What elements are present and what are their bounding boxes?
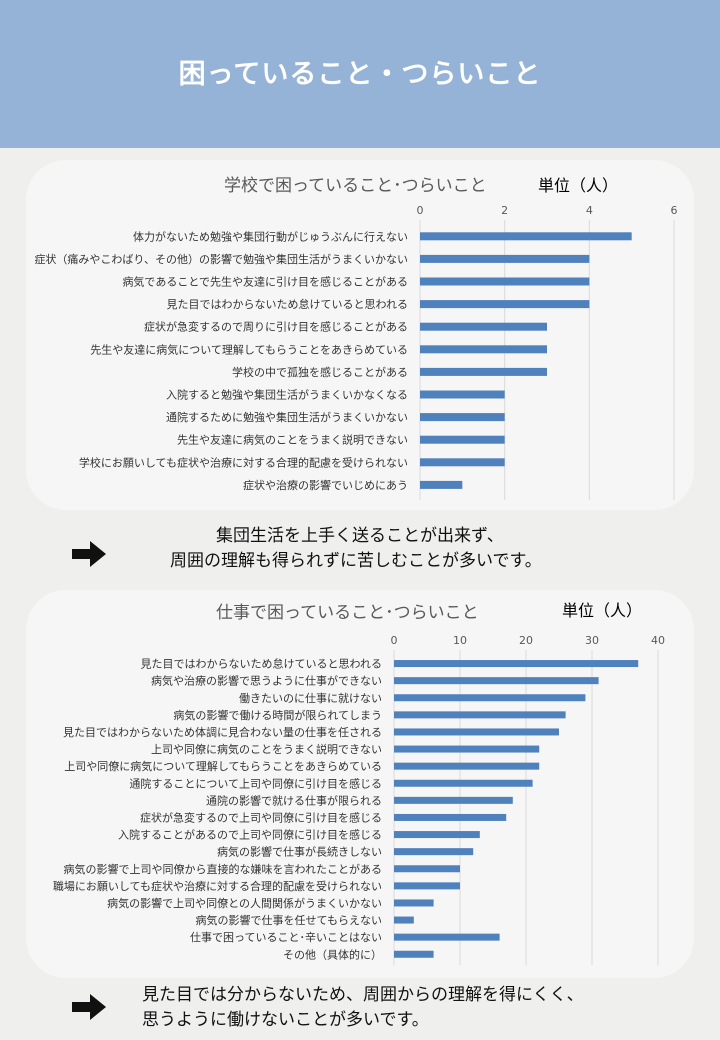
work-summary-line-2: 思うように働けないことが多いです。 <box>142 1010 429 1030</box>
bar <box>420 345 547 354</box>
bar <box>420 300 590 309</box>
bar <box>420 277 590 286</box>
bar <box>394 899 434 907</box>
school-summary: 集団生活を上手く送ることが出来ず、 周囲の理解も得られずに苦しむことが多いです。 <box>170 524 542 574</box>
bar <box>394 916 414 924</box>
category-label: 症状が急変するので周りに引け目を感じることがある <box>144 320 408 334</box>
bar <box>420 458 505 467</box>
work-chart-title: 仕事で困っていること･つらいこと <box>216 603 479 623</box>
x-tick-label: 2 <box>501 204 508 217</box>
category-label: 症状や治療の影響でいじめにあう <box>243 478 408 492</box>
category-label: 入院すると勉強や集団生活がうまくいかなくなる <box>166 388 408 402</box>
bar <box>420 322 547 331</box>
school-chart: 学校で困っていること･つらいこと 単位（人） 0 2 4 6 体力がないため勉強や集団行… <box>34 176 678 500</box>
category-label: 通院するために勉強や集団生活がうまくいかない <box>166 410 408 424</box>
category-label: 先生や友達に病気のことをうまく説明できない <box>177 433 408 447</box>
work-summary: 見た目では分からないため、周囲からの理解を得にくく、 思うように働けないことが多… <box>142 983 584 1033</box>
work-chart-panel: 仕事で困っていること･つらいこと 単位（人） 0 10 20 30 40 見た目ではわから… <box>26 590 694 978</box>
bar <box>394 660 639 668</box>
x-tick-label: 30 <box>585 634 599 647</box>
category-label: 病気の影響で上司や同僚から直接的な嫌味を言われたことがある <box>64 862 382 876</box>
x-tick-label: 0 <box>391 634 398 647</box>
school-unit-label: 単位（人） <box>538 176 618 195</box>
category-label: 上司や同僚に病気のことをうまく説明できない <box>151 742 382 756</box>
arrow-right-icon <box>72 541 106 567</box>
school-chart-title: 学校で困っていること･つらいこと <box>224 176 487 196</box>
category-label: 働きたいのに仕事に就けない <box>239 691 382 705</box>
category-label: 病気の影響で仕事が長続きしない <box>217 845 382 859</box>
bar <box>394 933 500 941</box>
category-label: 先生や友達に病気について理解してもらうことをあきらめている <box>90 342 408 356</box>
x-tick-label: 0 <box>417 204 424 217</box>
category-label: 通院することについて上司や同僚に引け目を感じる <box>129 776 382 790</box>
school-summary-line-2: 周囲の理解も得られずに苦しむことが多いです。 <box>170 551 542 571</box>
category-label: 職場にお願いしても症状や治療に対する合理的配慮を受けられない <box>53 879 382 893</box>
bar <box>394 779 533 787</box>
x-tick-label: 6 <box>671 204 678 217</box>
bar <box>394 694 586 702</box>
bar <box>420 435 505 444</box>
x-tick-label: 10 <box>453 634 467 647</box>
category-label: 見た目ではわからないため体調に見合わない量の仕事を任される <box>63 725 382 739</box>
bar <box>394 882 460 890</box>
category-label: 学校にお願いしても症状や治療に対する合理的配慮を受けられない <box>79 455 408 469</box>
category-label: 見た目ではわからないため怠けていると思われる <box>167 297 408 311</box>
bar <box>394 831 480 839</box>
category-label: 症状（痛みやこわばり、その他）の影響で勉強や集団生活がうまくいかない <box>34 252 408 266</box>
category-label: 病気の影響で仕事を任せてもらえない <box>196 913 382 927</box>
arrow-right-icon <box>72 994 106 1020</box>
bar <box>420 390 505 399</box>
work-chart: 仕事で困っていること･つらいこと 単位（人） 0 10 20 30 40 見た目ではわから… <box>53 601 665 965</box>
category-label: 通院の影響で就ける仕事が限られる <box>206 793 382 807</box>
category-label: 症状が急変するので上司や同僚に引け目を感じる <box>140 810 382 824</box>
school-chart-panel: 学校で困っていること･つらいこと 単位（人） 0 2 4 6 体力がないため勉強や集団行… <box>26 160 694 510</box>
x-tick-label: 4 <box>586 204 593 217</box>
bar <box>394 728 559 736</box>
bar <box>394 745 540 753</box>
category-label: 病気の影響で働ける時間が限られてしまう <box>173 708 382 722</box>
bar <box>420 254 590 263</box>
x-tick-label: 40 <box>651 634 665 647</box>
page-header: 困っていること・つらいこと <box>0 0 720 148</box>
bar <box>394 950 434 958</box>
page-title: 困っていること・つらいこと <box>178 59 542 90</box>
bar <box>394 762 540 770</box>
bar <box>420 232 632 241</box>
category-label: 上司や同僚に病気について理解してもらうことをあきらめている <box>64 759 382 773</box>
bar <box>394 677 599 685</box>
bar <box>394 848 474 856</box>
school-summary-line-1: 集団生活を上手く送ることが出来ず、 <box>216 526 504 546</box>
category-label: 見た目ではわからないため怠けていると思われる <box>141 657 382 671</box>
work-summary-line-1: 見た目では分からないため、周囲からの理解を得にくく、 <box>142 985 584 1005</box>
bar <box>420 480 463 489</box>
category-label: 仕事で困っていること･辛いことはない <box>190 930 382 944</box>
category-label: 学校の中で孤独を感じることがある <box>232 365 408 379</box>
bar <box>394 796 513 804</box>
category-label: 病気であることで先生や友達に引け目を感じることがある <box>122 275 408 289</box>
category-label: 入院することがあるので上司や同僚に引け目を感じる <box>118 828 382 842</box>
work-unit-label: 単位（人） <box>562 601 642 620</box>
bar <box>420 413 505 422</box>
bar <box>394 711 566 719</box>
category-label: 体力がないため勉強や集団行動がじゅうぶんに行えない <box>133 229 408 243</box>
category-label: 病気や治療の影響で思うように仕事ができない <box>151 674 382 688</box>
bar <box>394 865 460 873</box>
x-tick-label: 20 <box>519 634 533 647</box>
category-label: その他（具体的に） <box>283 947 382 961</box>
bar <box>394 813 507 821</box>
bar <box>420 367 547 376</box>
category-label: 病気の影響で上司や同僚との人間関係がうまくいかない <box>107 896 382 910</box>
